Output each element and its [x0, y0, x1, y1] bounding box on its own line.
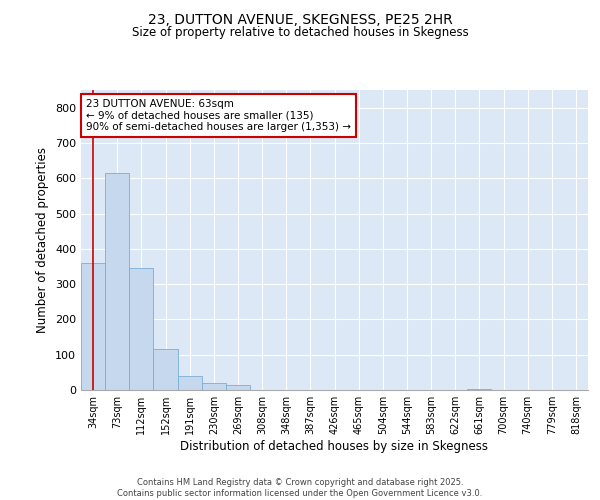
X-axis label: Distribution of detached houses by size in Skegness: Distribution of detached houses by size … [181, 440, 488, 453]
Bar [202, 383, 226, 390]
Text: Size of property relative to detached houses in Skegness: Size of property relative to detached ho… [131, 26, 469, 39]
Bar [105, 173, 129, 390]
Text: Contains HM Land Registry data © Crown copyright and database right 2025.
Contai: Contains HM Land Registry data © Crown c… [118, 478, 482, 498]
Bar [81, 263, 105, 390]
Bar [178, 376, 202, 390]
Text: 23, DUTTON AVENUE, SKEGNESS, PE25 2HR: 23, DUTTON AVENUE, SKEGNESS, PE25 2HR [148, 12, 452, 26]
Y-axis label: Number of detached properties: Number of detached properties [37, 147, 49, 333]
Bar [129, 268, 154, 390]
Bar [226, 386, 250, 390]
Bar [467, 389, 491, 390]
Bar [154, 350, 178, 390]
Text: 23 DUTTON AVENUE: 63sqm
← 9% of detached houses are smaller (135)
90% of semi-de: 23 DUTTON AVENUE: 63sqm ← 9% of detached… [86, 99, 351, 132]
